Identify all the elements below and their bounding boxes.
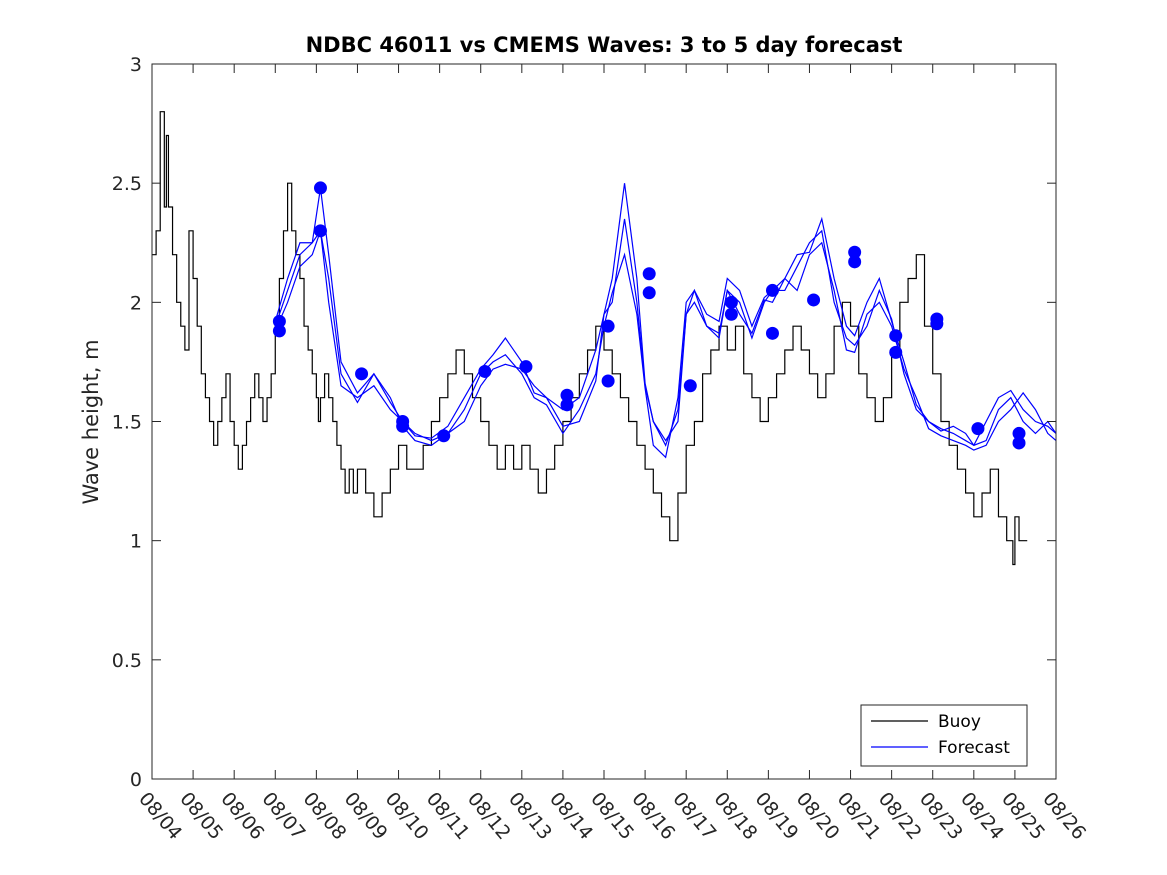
forecast-point — [971, 422, 985, 436]
forecast-point — [642, 267, 656, 281]
forecast-point — [889, 329, 903, 343]
forecast-point — [642, 286, 656, 300]
forecast-point — [930, 317, 944, 331]
buoy-series-line — [152, 111, 1028, 566]
forecast-point — [765, 326, 779, 340]
forecast-run-line-2 — [274, 230, 1056, 459]
y-tick-label: 2.5 — [112, 173, 142, 195]
forecast-point — [519, 360, 533, 374]
y-tick-label: 1.5 — [112, 412, 142, 434]
forecast-point — [313, 224, 327, 238]
forecast-point — [1012, 436, 1026, 450]
y-tick-label: 0.5 — [112, 650, 142, 672]
forecast-point — [807, 293, 821, 307]
y-tick-label: 1 — [130, 531, 142, 553]
forecast-point — [724, 307, 738, 321]
y-tick-label: 0 — [130, 769, 142, 791]
forecast-point — [601, 374, 615, 388]
legend: Buoy Forecast — [860, 704, 1028, 767]
forecast-point — [683, 379, 697, 393]
forecast-point — [848, 255, 862, 269]
plot-area — [152, 111, 1056, 566]
forecast-point — [478, 364, 492, 378]
forecast-point — [560, 398, 574, 412]
forecast-point — [848, 245, 862, 259]
chart-title: NDBC 46011 vs CMEMS Waves: 3 to 5 day fo… — [306, 33, 903, 57]
forecast-point — [355, 367, 369, 381]
forecast-point — [396, 419, 410, 433]
legend-forecast-label: Forecast — [938, 738, 1010, 758]
forecast-point — [1012, 426, 1026, 440]
legend-box — [860, 704, 1028, 767]
forecast-point — [560, 388, 574, 402]
forecast-point — [601, 319, 615, 333]
forecast-point — [765, 283, 779, 297]
y-axis-label: Wave height, m — [79, 339, 103, 504]
forecast-point — [437, 429, 451, 443]
forecast-point — [313, 181, 327, 195]
forecast-point — [272, 324, 286, 338]
forecast-point — [272, 314, 286, 328]
legend-buoy-label: Buoy — [938, 712, 981, 732]
y-tick-label: 3 — [130, 54, 142, 76]
forecast-run-line-3 — [274, 183, 1056, 447]
y-tick-label: 2 — [130, 292, 142, 314]
forecast-point — [889, 345, 903, 359]
forecast-point — [724, 295, 738, 309]
